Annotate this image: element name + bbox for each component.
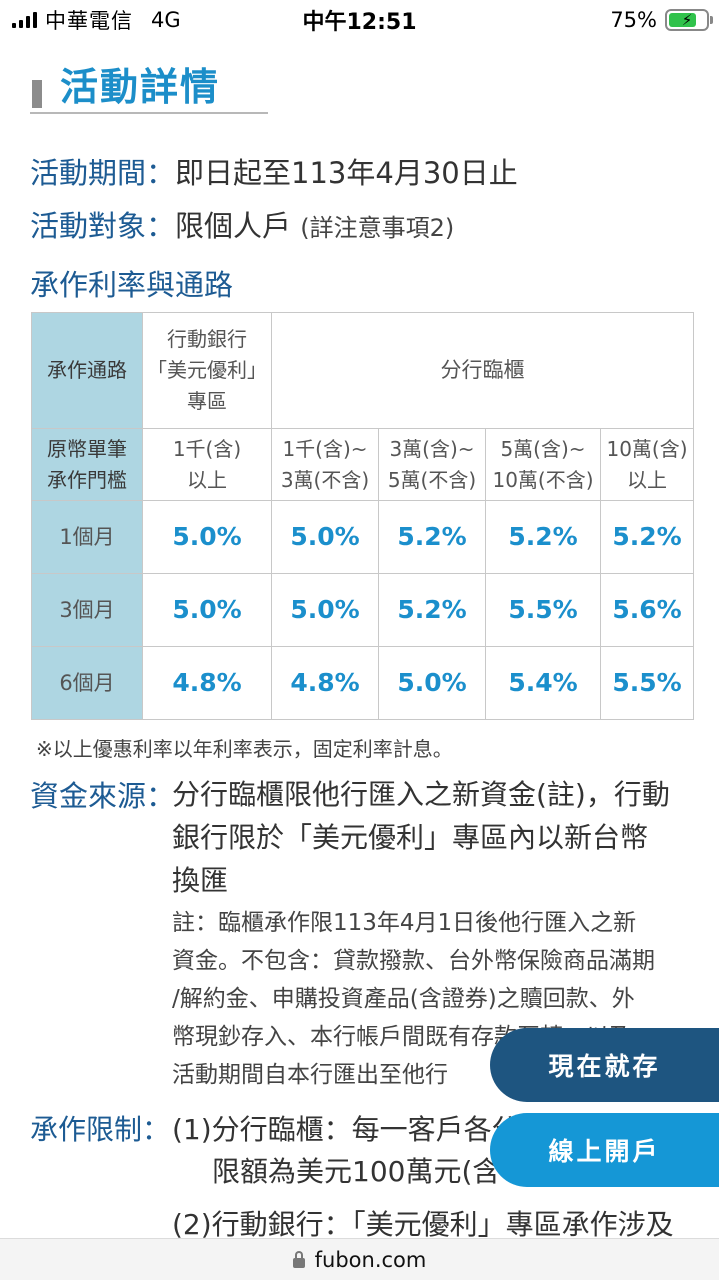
rates-heading: 承作利率與通路 bbox=[30, 268, 234, 302]
limit-line: (2)行動銀行：「美元優利」專區承作涉及 bbox=[172, 1208, 674, 1241]
fund-note-line: 活動期間自本行匯出至他行 bbox=[172, 1062, 448, 1088]
threshold-header-line: 原幣單筆 bbox=[47, 436, 127, 461]
term-cell: 6個月 bbox=[31, 646, 143, 720]
term-cell: 1個月 bbox=[31, 500, 143, 574]
network-type: 4G bbox=[151, 8, 181, 32]
battery-icon: ⚡ bbox=[665, 9, 713, 31]
rate-cell: 5.6% bbox=[600, 573, 694, 647]
carrier-name: 中華電信 bbox=[45, 9, 133, 33]
rate-cell: 5.5% bbox=[600, 646, 694, 720]
threshold-header: 原幣單筆 承作門檻 bbox=[31, 428, 143, 501]
limit-label: 承作限制： bbox=[30, 1113, 171, 1146]
table-header-row: 承作通路 行動銀行 「美元優利」 專區 分行臨櫃 bbox=[31, 312, 694, 429]
threshold-header-line: 承作門檻 bbox=[47, 467, 127, 492]
fund-note-line: 資金。不包含：貸款撥款、台外幣保險商品滿期 bbox=[172, 948, 655, 974]
rate-cell: 4.8% bbox=[271, 646, 379, 720]
rate-cell: 5.2% bbox=[378, 573, 486, 647]
rate-cell: 4.8% bbox=[142, 646, 272, 720]
target-note: (詳注意事項2) bbox=[300, 214, 455, 242]
period-value: 即日起至113年4月30日止 bbox=[175, 156, 518, 190]
battery-fill bbox=[669, 13, 696, 27]
threshold-row: 原幣單筆 承作門檻 1千(含) 以上 1千(含)~ 3萬(不含) 3萬(含)~ 5萬(… bbox=[31, 428, 694, 501]
status-bar: 中華電信 4G 中午12:51 75% ⚡ bbox=[0, 0, 719, 40]
rate-cell: 5.0% bbox=[378, 646, 486, 720]
rate-cell: 5.0% bbox=[271, 573, 379, 647]
mobile-header: 行動銀行 「美元優利」 專區 bbox=[142, 312, 272, 429]
threshold-cell: 5萬(含)~ 10萬(不含) bbox=[485, 428, 601, 501]
rate-table: 承作通路 行動銀行 「美元優利」 專區 分行臨櫃 原幣單筆 承作門檻 1千(含)… bbox=[31, 312, 694, 720]
rate-cell: 5.5% bbox=[485, 573, 601, 647]
target-label: 活動對象： bbox=[30, 209, 176, 243]
deposit-now-button[interactable]: 現在就存 bbox=[490, 1028, 719, 1102]
fund-source-line: 換匯 bbox=[172, 864, 229, 897]
channel-header: 承作通路 bbox=[31, 312, 143, 429]
table-row: 6個月 4.8% 4.8% 5.0% 5.4% 5.5% bbox=[31, 646, 694, 720]
lock-icon bbox=[292, 1250, 305, 1268]
rate-cell: 5.2% bbox=[378, 500, 486, 574]
mobile-header-line: 專區 bbox=[187, 389, 227, 413]
mobile-header-line: 「美元優利」 bbox=[147, 358, 267, 382]
table-note: ※以上優惠利率以年利率表示，固定利率計息。 bbox=[36, 737, 453, 761]
target-value: 限個人戶 bbox=[175, 209, 292, 243]
term-cell: 3個月 bbox=[31, 573, 143, 647]
rate-cell: 5.0% bbox=[142, 500, 272, 574]
rate-cell: 5.0% bbox=[142, 573, 272, 647]
threshold-cell: 1千(含) 以上 bbox=[142, 428, 272, 501]
address-bar[interactable]: fubon.com bbox=[0, 1238, 719, 1280]
section-heading: 活動詳情 bbox=[30, 52, 268, 114]
fund-note-line: /解約金、申購投資產品(含證券)之贖回款、外 bbox=[172, 986, 635, 1012]
rate-cell: 5.2% bbox=[600, 500, 694, 574]
cellular-signal-icon bbox=[12, 12, 37, 28]
battery-percent: 75% bbox=[610, 8, 657, 32]
threshold-cell: 10萬(含) 以上 bbox=[600, 428, 694, 501]
charging-bolt-icon: ⚡ bbox=[681, 11, 693, 29]
rate-cell: 5.2% bbox=[485, 500, 601, 574]
branch-header: 分行臨櫃 bbox=[271, 312, 694, 429]
period-label: 活動期間： bbox=[30, 156, 176, 190]
fund-source-line: 分行臨櫃限他行匯入之新資金(註)，行動 bbox=[172, 778, 670, 811]
fund-source-line: 銀行限於「美元優利」專區內以新台幣 bbox=[172, 821, 649, 854]
rate-cell: 5.0% bbox=[271, 500, 379, 574]
section-title: 活動詳情 bbox=[60, 65, 221, 109]
fund-source-label: 資金來源： bbox=[30, 779, 176, 813]
table-row: 1個月 5.0% 5.0% 5.2% 5.2% 5.2% bbox=[31, 500, 694, 574]
limit-line: 限額為美元100萬元(含 bbox=[212, 1155, 501, 1188]
fund-note-line: 註：臨櫃承作限113年4月1日後他行匯入之新 bbox=[172, 910, 637, 936]
target-row: 活動對象：限個人戶 (詳注意事項2) bbox=[30, 203, 454, 245]
rate-cell: 5.4% bbox=[485, 646, 601, 720]
battery-indicator: 75% ⚡ bbox=[610, 8, 713, 32]
heading-marker bbox=[32, 80, 42, 108]
url-text: fubon.com bbox=[314, 1247, 427, 1272]
threshold-cell: 1千(含)~ 3萬(不含) bbox=[271, 428, 379, 501]
open-account-online-button[interactable]: 線上開戶 bbox=[490, 1113, 719, 1187]
mobile-header-line: 行動銀行 bbox=[167, 327, 247, 351]
table-row: 3個月 5.0% 5.0% 5.2% 5.5% 5.6% bbox=[31, 573, 694, 647]
threshold-cell: 3萬(含)~ 5萬(不含) bbox=[378, 428, 486, 501]
period-row: 活動期間：即日起至113年4月30日止 bbox=[30, 150, 518, 192]
